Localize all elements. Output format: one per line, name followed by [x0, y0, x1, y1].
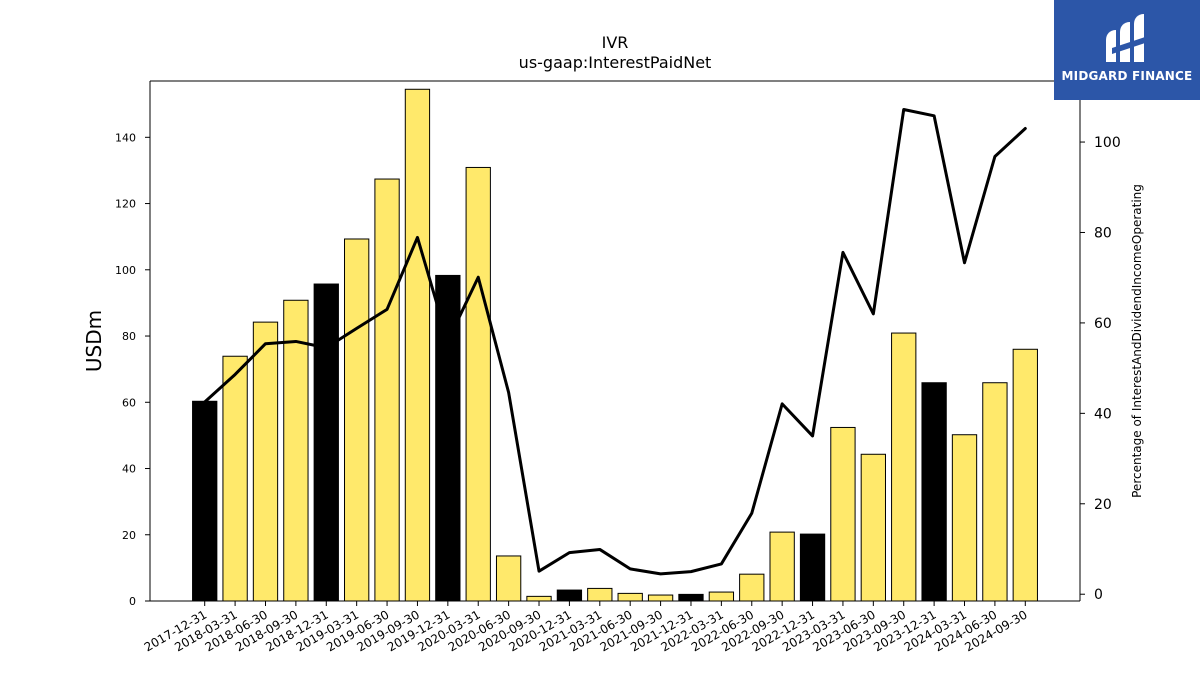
axes: 0204060801001201400204060801002017-12-31… [115, 80, 1121, 654]
y2-tick-label: 20 [1094, 497, 1112, 513]
y-axis-label: USDm [82, 310, 106, 372]
bar [1012, 348, 1038, 602]
bar [222, 355, 248, 602]
line-path [203, 107, 1027, 576]
bar [891, 332, 917, 602]
chart-title: IVR [602, 33, 629, 52]
line-series [203, 107, 1027, 576]
bar [344, 238, 370, 602]
bar [799, 533, 826, 602]
y-tick-label: 0 [129, 595, 136, 608]
y2-tick-label: 80 [1094, 225, 1112, 241]
bar [617, 592, 643, 602]
bar [678, 593, 704, 602]
y-tick-label: 20 [122, 529, 136, 542]
bar [283, 299, 309, 602]
midgard-finance-logo: MIDGARD FINANCE [1054, 0, 1200, 100]
bar [556, 589, 583, 602]
bar [465, 166, 491, 602]
bar [739, 573, 765, 602]
y2-tick-label: 40 [1094, 406, 1112, 422]
bar [495, 555, 522, 602]
bar [404, 88, 431, 602]
bar [830, 426, 856, 602]
bar [708, 591, 735, 602]
y2-tick-label: 0 [1094, 587, 1103, 603]
bar [647, 594, 674, 602]
y2-tick-label: 100 [1094, 135, 1121, 151]
bar [313, 283, 339, 602]
bar [252, 321, 279, 602]
bar [921, 382, 947, 602]
chart-subtitle: us-gaap:InterestPaidNet [519, 53, 712, 72]
y-tick-label: 120 [115, 198, 136, 211]
y-tick-label: 80 [122, 330, 136, 343]
midgard-logo-icon [1106, 14, 1148, 62]
y2-tick-label: 60 [1094, 316, 1112, 332]
bar [860, 453, 886, 602]
bar [587, 587, 613, 602]
y-tick-label: 140 [115, 131, 136, 144]
bar [951, 434, 978, 602]
y2-axis-label: Percentage of InterestAndDividendIncomeO… [1130, 184, 1144, 498]
bar-series [192, 88, 1038, 602]
y-tick-label: 100 [115, 264, 136, 277]
y-tick-label: 60 [122, 396, 136, 409]
bar [192, 400, 218, 602]
bar [374, 178, 400, 602]
y-tick-label: 40 [122, 463, 136, 476]
bar [769, 531, 795, 602]
bar [526, 595, 552, 602]
bar [982, 382, 1008, 602]
logo-text: MIDGARD FINANCE [1061, 69, 1193, 83]
